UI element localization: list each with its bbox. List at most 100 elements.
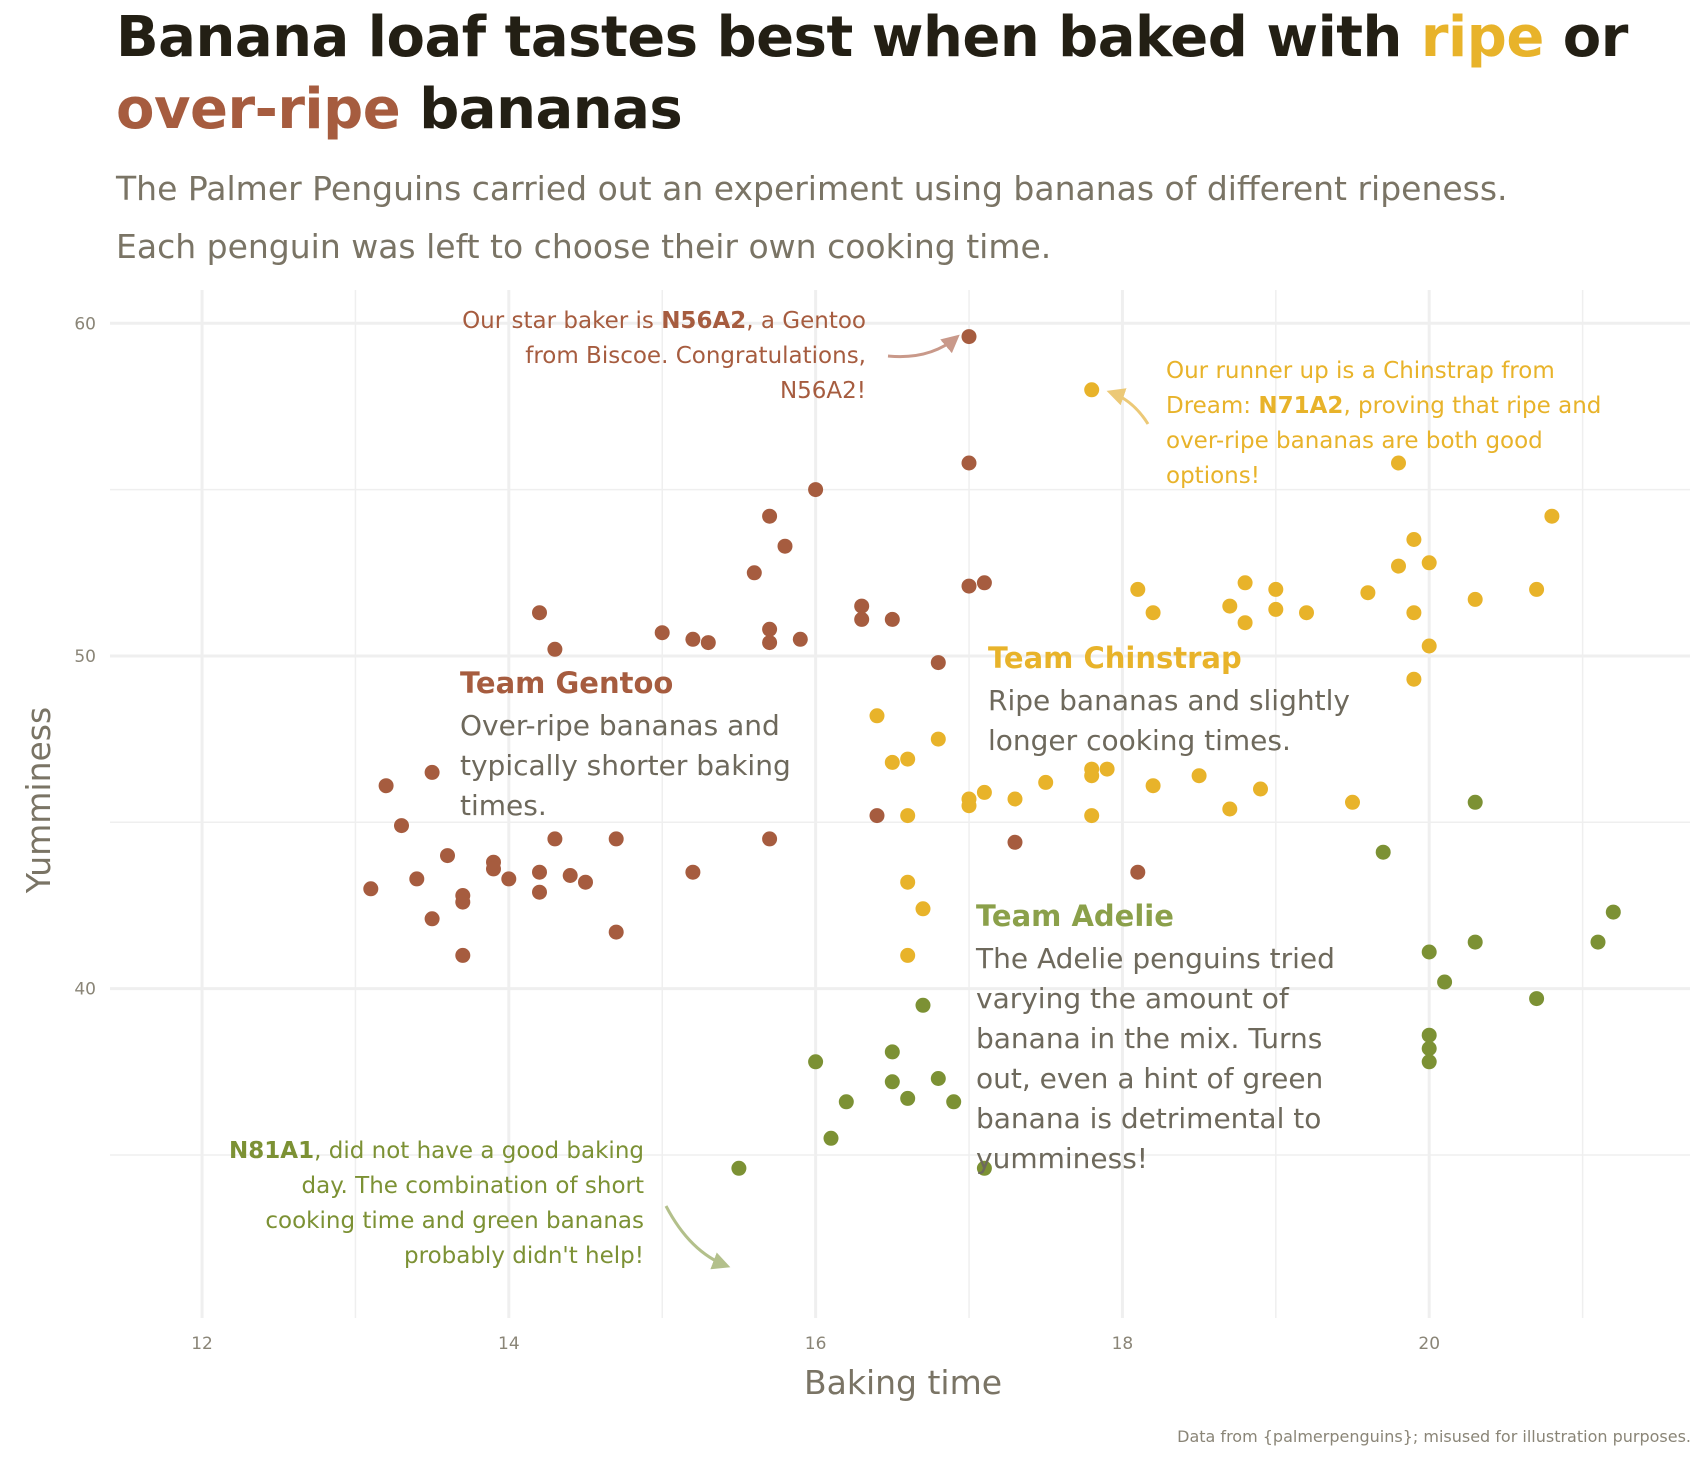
point-gentoo (409, 871, 425, 887)
svg-text:day. The combination of short: day. The combination of short (302, 1173, 644, 1199)
data-source-caption: Data from {palmerpenguins}; misused for … (1177, 1427, 1691, 1446)
point-adelie (884, 1044, 900, 1060)
point-chinstrap (1145, 778, 1161, 794)
point-gentoo (532, 884, 547, 900)
point-gentoo (685, 864, 701, 880)
point-chinstrap (1421, 638, 1437, 654)
svg-text:probably didn't help!: probably didn't help! (404, 1243, 644, 1269)
point-adelie (1375, 844, 1391, 860)
point-chinstrap (930, 731, 946, 747)
point-gentoo (762, 508, 778, 524)
point-gentoo (654, 625, 670, 641)
point-gentoo (961, 455, 977, 471)
adelie-title: Team Adelie (976, 899, 1174, 933)
data-points (363, 329, 1621, 1176)
point-adelie (900, 1090, 916, 1106)
adelie-line-5: banana is detrimental to (976, 1102, 1321, 1135)
point-gentoo (777, 538, 793, 554)
point-chinstrap (1406, 532, 1422, 547)
point-chinstrap (1253, 781, 1268, 797)
point-gentoo (884, 611, 900, 627)
point-chinstrap (1360, 585, 1376, 601)
point-adelie (808, 1054, 824, 1070)
point-chinstrap (900, 808, 916, 824)
x-tick-label: 18 (1112, 1334, 1134, 1354)
point-adelie (930, 1071, 946, 1086)
point-chinstrap (1237, 615, 1253, 631)
chinstrap-title: Team Chinstrap (988, 641, 1242, 675)
subtitle-line2: Each penguin was left to choose their ow… (116, 227, 1052, 266)
svg-text:N56A2!: N56A2! (780, 378, 866, 404)
x-tick-label: 16 (805, 1334, 827, 1354)
point-chinstrap (1391, 558, 1406, 574)
point-adelie (884, 1074, 900, 1090)
star-baker-annotation: Our star baker is N56A2, a Gentoo from B… (462, 308, 866, 404)
point-gentoo (608, 924, 624, 940)
y-axis-label: Yumminess (19, 707, 58, 894)
point-gentoo (578, 874, 593, 890)
point-chinstrap (1084, 808, 1100, 824)
adelie-line-6: yumminess! (976, 1142, 1148, 1175)
point-adelie (1421, 1027, 1437, 1043)
point-gentoo (455, 947, 471, 963)
point-chinstrap (900, 751, 916, 767)
worst-arrow (664, 1205, 731, 1270)
point-chinstrap (915, 901, 931, 917)
point-adelie (1605, 904, 1621, 920)
point-chinstrap (1222, 598, 1238, 614)
point-adelie (1421, 944, 1437, 960)
point-gentoo (762, 831, 778, 847)
point-gentoo (762, 621, 778, 637)
x-axis-ticks: 12 14 16 18 20 (191, 1334, 1440, 1354)
grid-lines (110, 290, 1690, 1318)
x-axis-label: Baking time (804, 1363, 1002, 1402)
svg-text:Our star baker is N56A2, a Gen: Our star baker is N56A2, a Gentoo (462, 308, 866, 334)
point-chinstrap (1345, 794, 1360, 810)
point-chinstrap (976, 784, 992, 800)
point-chinstrap (1084, 382, 1100, 398)
point-chinstrap (1222, 801, 1238, 817)
point-chinstrap (1191, 768, 1207, 784)
svg-text:cooking time and green bananas: cooking time and green bananas (265, 1208, 644, 1234)
chart-title: Banana loaf tastes best when baked with … (116, 2, 1686, 146)
point-gentoo (808, 482, 824, 498)
point-gentoo (424, 911, 440, 927)
point-gentoo (547, 641, 563, 657)
adelie-annotation: Team Adelie The Adelie penguins tried va… (975, 899, 1335, 1175)
svg-text:over-ripe bananas are both goo: over-ripe bananas are both good (1166, 428, 1543, 454)
point-chinstrap (869, 708, 885, 724)
point-chinstrap (961, 798, 977, 814)
point-gentoo (1130, 864, 1146, 880)
title-part3: bananas (400, 77, 683, 142)
point-adelie (731, 1160, 747, 1176)
adelie-line-4: out, even a hint of green (976, 1062, 1323, 1095)
chinstrap-line-1: Ripe bananas and slightly (988, 684, 1350, 717)
title-part2: or (1543, 5, 1629, 70)
svg-text:from Biscoe. Congratulations,: from Biscoe. Congratulations, (525, 343, 866, 369)
point-chinstrap (1406, 671, 1422, 687)
point-gentoo (1007, 834, 1023, 850)
y-axis-ticks: 40 50 60 (74, 314, 96, 999)
point-gentoo (762, 635, 778, 651)
x-tick-label: 12 (191, 1334, 213, 1354)
point-gentoo (961, 329, 977, 345)
point-adelie (915, 997, 931, 1013)
point-chinstrap (1145, 605, 1161, 621)
point-adelie (1421, 1041, 1437, 1056)
point-adelie (1437, 974, 1453, 990)
point-chinstrap (1529, 581, 1545, 597)
point-adelie (1590, 934, 1606, 950)
point-chinstrap (1299, 605, 1314, 621)
point-adelie (1467, 794, 1483, 810)
point-chinstrap (1544, 508, 1560, 524)
point-chinstrap (1391, 455, 1406, 471)
point-gentoo (378, 778, 394, 794)
point-chinstrap (1467, 591, 1483, 607)
point-gentoo (562, 868, 578, 883)
gentoo-line-3: times. (460, 789, 547, 822)
point-gentoo (501, 871, 517, 887)
point-adelie (838, 1094, 854, 1110)
point-chinstrap (1130, 581, 1146, 597)
point-gentoo (869, 808, 885, 824)
